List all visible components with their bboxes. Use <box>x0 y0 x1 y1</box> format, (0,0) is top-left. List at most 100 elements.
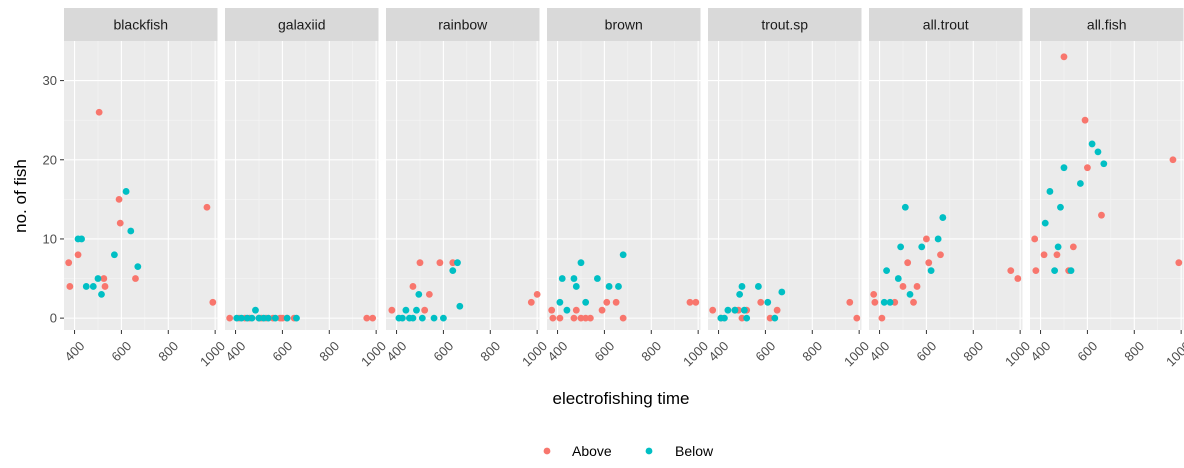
data-point-above <box>533 290 541 298</box>
data-point-above <box>436 259 444 267</box>
panel-title: all.trout <box>923 17 969 33</box>
data-point-below <box>89 283 97 290</box>
data-point-below <box>283 314 291 322</box>
data-point-below <box>127 227 135 235</box>
x-tick-label: 600 <box>269 338 295 364</box>
data-point-above <box>738 314 746 322</box>
x-tick-label: 800 <box>316 338 342 364</box>
data-point-below <box>94 275 102 282</box>
x-tick-label: 600 <box>913 338 939 364</box>
panel-background <box>869 41 1023 330</box>
data-point-above <box>65 259 73 267</box>
x-tick-label: 800 <box>1121 338 1147 364</box>
data-point-above <box>369 314 377 322</box>
data-point-below <box>886 298 894 306</box>
data-point-above <box>773 306 781 314</box>
data-point-above <box>572 306 580 314</box>
panel-title: blackfish <box>114 17 168 33</box>
x-tick-label: 400 <box>1027 338 1053 364</box>
x-tick-label: 600 <box>752 338 778 364</box>
panel-title: brown <box>605 17 643 33</box>
data-point-above <box>904 259 912 267</box>
data-point-below <box>243 314 251 322</box>
panel-background <box>386 41 540 330</box>
data-point-below <box>743 314 751 322</box>
data-point-below <box>918 243 926 251</box>
facet-panels: blackfish 400 600 800 1000 0 10 20 30 galaxiid 400… <box>43 8 1184 369</box>
data-point-below <box>563 306 571 314</box>
data-point-below <box>771 314 779 322</box>
data-point-above <box>95 108 103 116</box>
data-point-below <box>1057 203 1064 211</box>
y-tick-label: 10 <box>43 231 57 246</box>
data-point-above <box>1069 243 1077 251</box>
data-point-above <box>910 298 917 306</box>
x-tick-label: 800 <box>960 338 986 364</box>
data-point-above <box>74 251 82 259</box>
x-tick-label: 400 <box>705 338 731 364</box>
legend-label-below: Below <box>675 443 714 459</box>
legend-key-above <box>543 447 551 455</box>
x-tick-label: 400 <box>222 338 248 364</box>
data-point-above <box>527 298 535 306</box>
data-point-below <box>1060 164 1068 172</box>
data-point-above <box>1098 211 1105 219</box>
y-tick-label: 30 <box>43 73 57 88</box>
data-point-above <box>101 283 109 290</box>
data-point-below <box>593 275 601 282</box>
x-tick-label: 600 <box>1074 338 1100 364</box>
data-point-above <box>1014 275 1022 282</box>
data-point-below <box>939 214 947 221</box>
data-point-below <box>122 188 130 195</box>
data-point-above <box>586 314 594 322</box>
data-point-below <box>238 314 245 322</box>
x-tick-label: 600 <box>108 338 134 364</box>
legend-key-below <box>645 447 653 455</box>
data-point-below <box>415 290 423 298</box>
data-point-below <box>1100 160 1108 168</box>
data-point-below <box>456 302 464 310</box>
panel-strip <box>386 8 540 41</box>
x-tick-label: 600 <box>591 338 617 364</box>
data-point-below <box>1076 180 1084 187</box>
data-point-above <box>612 298 620 306</box>
data-point-above <box>1031 235 1039 243</box>
data-point-below <box>577 259 585 267</box>
x-tick-label: 400 <box>544 338 570 364</box>
x-tick-label: 1000 <box>1163 338 1184 369</box>
data-point-below <box>570 275 578 282</box>
data-point-above <box>1032 267 1040 275</box>
data-point-below <box>440 314 447 322</box>
data-point-below <box>1088 140 1096 148</box>
x-tick-label: 400 <box>383 338 409 364</box>
data-point-below <box>413 306 420 314</box>
data-point-below <box>1094 148 1102 156</box>
data-point-below <box>582 298 590 306</box>
data-point-below <box>233 314 241 322</box>
data-point-below <box>738 283 746 290</box>
x-tick-label: 800 <box>155 338 181 364</box>
data-point-above <box>913 283 921 290</box>
data-point-below <box>255 314 263 322</box>
data-point-above <box>598 306 606 314</box>
data-point-above <box>1040 251 1048 259</box>
data-point-below <box>271 314 279 322</box>
data-point-above <box>577 314 585 322</box>
data-point-below <box>572 283 580 290</box>
data-point-above <box>100 275 108 282</box>
x-tick-label: 400 <box>866 338 892 364</box>
legend-label-above: Above <box>572 443 612 459</box>
data-point-above <box>226 314 234 322</box>
data-point-above <box>66 283 74 290</box>
panel-background <box>708 41 862 330</box>
panel-title: trout.sp <box>761 17 808 33</box>
x-tick-label: 800 <box>477 338 503 364</box>
data-point-above <box>116 219 124 227</box>
data-point-below <box>418 314 426 322</box>
data-point-below <box>615 283 622 290</box>
panel-strip <box>1030 8 1184 41</box>
panel-strip <box>708 8 862 41</box>
